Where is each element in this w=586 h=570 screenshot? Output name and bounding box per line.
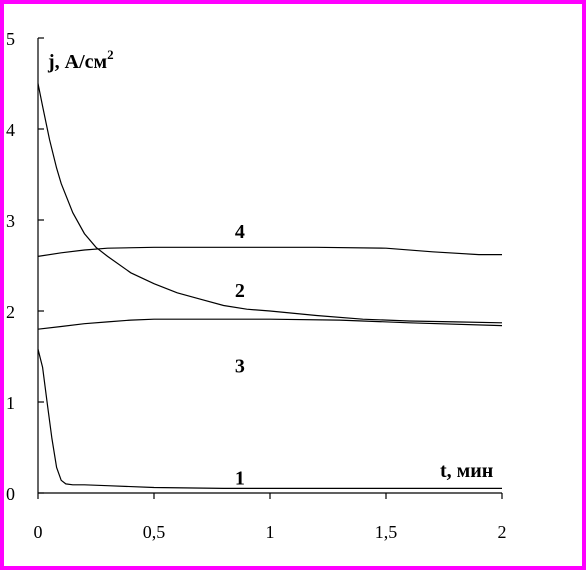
- series-label-1: 1: [235, 468, 245, 490]
- series-label-2: 2: [235, 280, 245, 302]
- y-tick-label: 1: [6, 393, 15, 413]
- series-line-4: [37, 246, 502, 257]
- x-tick-label: 1,5: [375, 522, 398, 542]
- series-line-2: [37, 83, 503, 324]
- x-tick-label: 0,5: [143, 522, 166, 542]
- x-tick-label: 0: [34, 522, 43, 542]
- series-group: [37, 83, 503, 489]
- x-tick-label: 1: [266, 522, 275, 542]
- y-axis-label: j, А/см2: [47, 47, 114, 73]
- axes: [37, 38, 502, 494]
- y-tick-label: 2: [6, 302, 15, 322]
- series-label-4: 4: [235, 221, 245, 243]
- y-tick-label: 4: [6, 120, 15, 140]
- series-line-1: [37, 349, 502, 489]
- x-axis-label: t, мин: [440, 460, 493, 482]
- y-tick-label: 0: [6, 484, 15, 504]
- ticks: 0 1 2 3 4 5 0 0,5 1 1,5 2: [6, 29, 507, 542]
- series-label-3: 3: [235, 356, 245, 378]
- series-line-3: [37, 318, 503, 330]
- y-tick-label: 3: [6, 211, 15, 231]
- x-tick-label: 2: [498, 522, 507, 542]
- series-labels: 1 2 3 4: [235, 221, 245, 490]
- y-tick-label: 5: [6, 29, 15, 49]
